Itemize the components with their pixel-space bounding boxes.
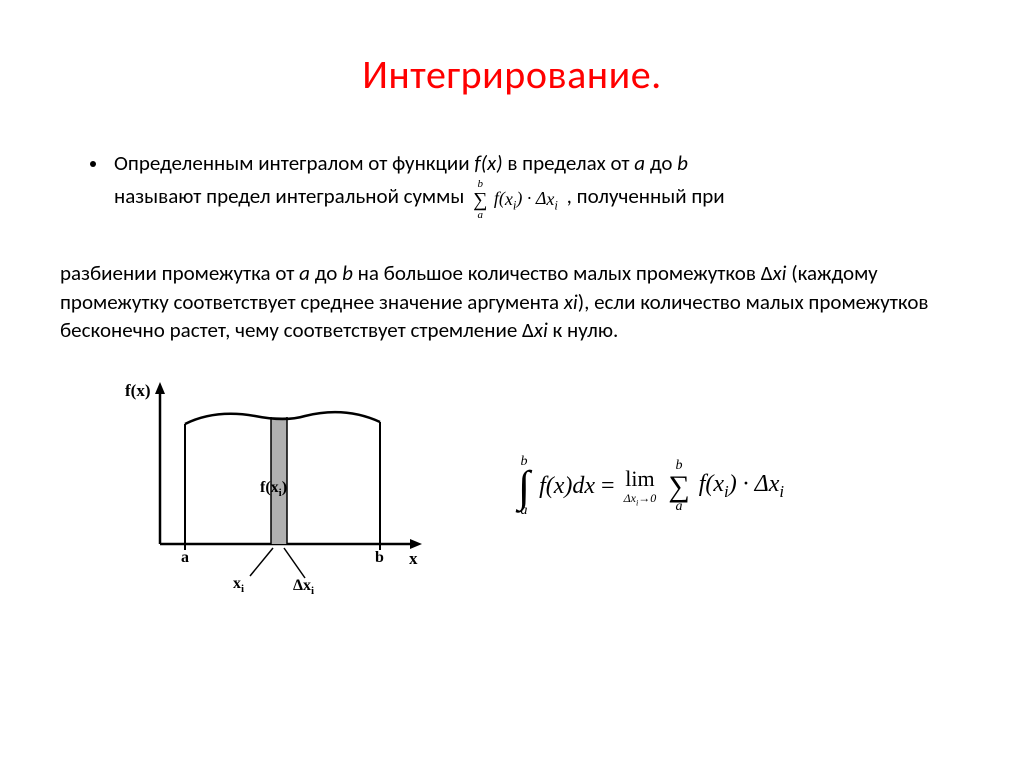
math-xi: xi — [564, 289, 578, 315]
x-axis-arrow — [410, 539, 422, 549]
figure-svg: f(x) x a b f(xi) xi Δxi — [115, 374, 435, 594]
sum-symbol: b ∑ a — [668, 459, 689, 514]
dxi-pointer — [284, 548, 305, 578]
math-a: a — [634, 150, 645, 176]
sigma-symbol: ∑ — [473, 190, 487, 210]
text-fragment: до — [310, 260, 342, 286]
integral-symbol: b ∫ a — [518, 455, 530, 518]
math-b: b — [677, 150, 688, 176]
text-fragment: разбиении промежутка от — [60, 260, 299, 286]
text-fragment: до — [645, 150, 677, 176]
body-text: Определенным интегралом от функции f(x) … — [60, 149, 964, 344]
xi-label: xi — [233, 575, 244, 594]
x-axis-label: x — [409, 549, 418, 568]
text-fragment: называют предел интегральной суммы — [114, 183, 469, 209]
equals-sign: = — [601, 473, 621, 499]
integral-figure: f(x) x a b f(xi) xi Δxi — [115, 374, 455, 599]
dxi-label: Δxi — [293, 577, 314, 594]
limit: lim Δxi→0 — [624, 466, 657, 508]
math-fx: f(x) — [474, 150, 502, 176]
inline-sum-formula: b ∑ a f(xi) · Δxi — [473, 179, 558, 221]
bullet-icon — [90, 161, 96, 167]
text-fragment: к нулю. — [548, 317, 618, 343]
slide-title: Интегрирование. — [60, 50, 964, 99]
text-fragment: на большое количество малых промежутков … — [353, 260, 773, 286]
b-label: b — [375, 549, 384, 566]
y-axis-arrow — [155, 382, 165, 394]
xi-pointer — [250, 548, 273, 576]
text-fragment: в пределах от — [503, 150, 635, 176]
math-xi: xi — [534, 317, 548, 343]
main-formula: b ∫ a f(x)dx = lim Δxi→0 b ∑ a f(xi) · Δ… — [515, 455, 964, 518]
integrand: f(x)dx — [539, 473, 595, 499]
math-a: a — [299, 260, 310, 286]
text-fragment: , полученный при — [567, 183, 725, 209]
lim-subscript: Δxi→0 — [624, 492, 657, 508]
sum-lower: a — [473, 210, 487, 221]
math-xi: xi — [773, 260, 787, 286]
text-fragment: Определенным интегралом от функции — [114, 150, 474, 176]
bullet-content: Определенным интегралом от функции f(x) … — [114, 149, 964, 219]
y-axis-label: f(x) — [125, 381, 150, 400]
paragraph-continuation: разбиении промежутка от a до b на большо… — [60, 259, 964, 344]
sum-term: f(xi) · Δxi — [494, 189, 558, 209]
bullet-item: Определенным интегралом от функции f(x) … — [60, 149, 964, 219]
sum-term: f(xi) · Δxi — [699, 471, 784, 497]
a-label: a — [181, 549, 189, 566]
math-b: b — [342, 260, 353, 286]
lower-area: f(x) x a b f(xi) xi Δxi b ∫ a f(x)dx = — [60, 374, 964, 599]
slide: Интегрирование. Определенным интегралом … — [0, 0, 1024, 767]
lim-word: lim — [624, 466, 657, 492]
